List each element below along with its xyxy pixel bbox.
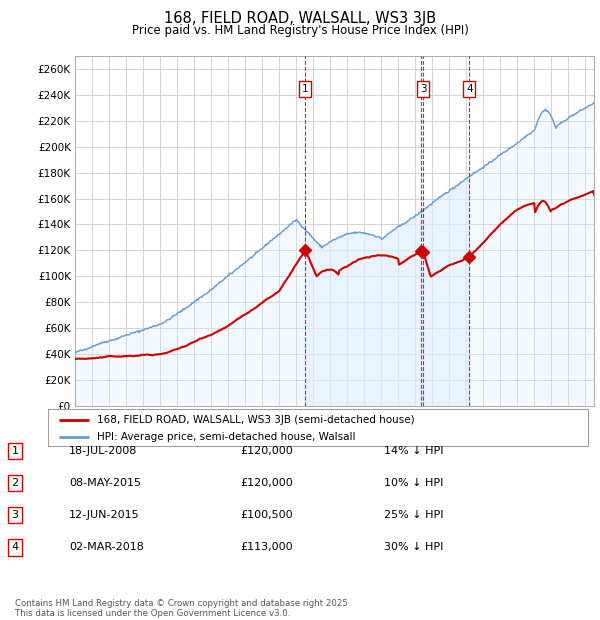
Text: 12-JUN-2015: 12-JUN-2015: [69, 510, 140, 520]
Text: 168, FIELD ROAD, WALSALL, WS3 3JB (semi-detached house): 168, FIELD ROAD, WALSALL, WS3 3JB (semi-…: [97, 415, 414, 425]
Text: 1: 1: [302, 84, 309, 94]
Text: 10% ↓ HPI: 10% ↓ HPI: [384, 478, 443, 488]
Text: 25% ↓ HPI: 25% ↓ HPI: [384, 510, 443, 520]
Text: 2: 2: [11, 478, 19, 488]
Text: 02-MAR-2018: 02-MAR-2018: [69, 542, 144, 552]
Text: 3: 3: [11, 510, 19, 520]
Text: 30% ↓ HPI: 30% ↓ HPI: [384, 542, 443, 552]
Text: £120,000: £120,000: [240, 478, 293, 488]
Text: 1: 1: [11, 446, 19, 456]
Text: £120,000: £120,000: [240, 446, 293, 456]
Text: 4: 4: [11, 542, 19, 552]
Text: 18-JUL-2008: 18-JUL-2008: [69, 446, 137, 456]
Text: 08-MAY-2015: 08-MAY-2015: [69, 478, 141, 488]
Text: Contains HM Land Registry data © Crown copyright and database right 2025.
This d: Contains HM Land Registry data © Crown c…: [15, 599, 350, 618]
Text: £113,000: £113,000: [240, 542, 293, 552]
Text: £100,500: £100,500: [240, 510, 293, 520]
Text: 4: 4: [466, 84, 473, 94]
Text: 168, FIELD ROAD, WALSALL, WS3 3JB: 168, FIELD ROAD, WALSALL, WS3 3JB: [164, 11, 436, 25]
Text: Price paid vs. HM Land Registry's House Price Index (HPI): Price paid vs. HM Land Registry's House …: [131, 24, 469, 37]
Text: 3: 3: [419, 84, 426, 94]
Text: HPI: Average price, semi-detached house, Walsall: HPI: Average price, semi-detached house,…: [97, 432, 355, 442]
Text: 14% ↓ HPI: 14% ↓ HPI: [384, 446, 443, 456]
